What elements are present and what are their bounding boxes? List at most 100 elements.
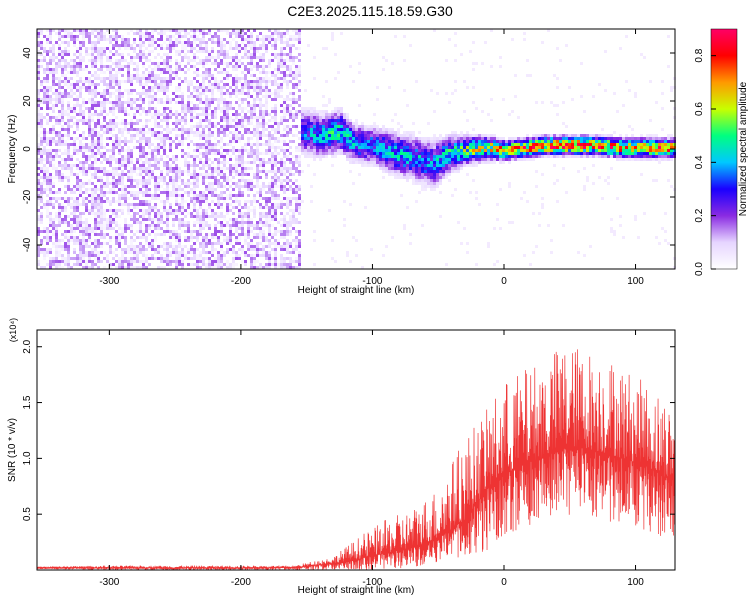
spectrogram-cell — [97, 146, 100, 149]
spectrogram-cell — [298, 209, 301, 212]
spectrogram-cell — [58, 101, 61, 104]
spectrogram-cell — [103, 71, 106, 74]
spectrogram-cell — [286, 74, 289, 77]
spectrogram-cell — [85, 161, 88, 164]
spectrogram-cell — [190, 128, 193, 131]
spectrogram-cell — [103, 194, 106, 197]
spectrogram-cell — [217, 158, 220, 161]
spectrogram-cell — [238, 47, 241, 50]
spectrogram-cell — [253, 263, 256, 266]
spectrogram-cell — [46, 179, 49, 182]
spectrogram-cell — [52, 86, 55, 89]
spectrogram-cell — [361, 152, 364, 155]
spectrogram-cell — [256, 143, 259, 146]
spectrogram-cell — [118, 149, 121, 152]
spectrogram-cell — [58, 47, 61, 50]
spectrogram-cell — [241, 185, 244, 188]
spectrogram-cell — [88, 179, 91, 182]
spectrogram-cell — [253, 89, 256, 92]
spectrogram-cell — [187, 80, 190, 83]
spectrogram-cell — [91, 251, 94, 254]
spectrogram-cell — [370, 149, 373, 152]
spectrogram-cell — [328, 122, 331, 125]
spectrogram-cell — [55, 122, 58, 125]
spectrogram-cell — [82, 212, 85, 215]
spectrogram-cell — [163, 41, 166, 44]
spectrogram-cell — [130, 236, 133, 239]
spectrogram-cell — [349, 125, 352, 128]
spectrogram-cell — [346, 119, 349, 122]
spectrogram-cell — [49, 191, 52, 194]
spectrogram-cell — [67, 92, 70, 95]
spectrogram-cell — [40, 101, 43, 104]
spectrogram-cell — [250, 209, 253, 212]
spectrogram-cell — [46, 239, 49, 242]
spectrogram-cell — [172, 170, 175, 173]
spectrogram-cell — [301, 149, 304, 152]
spectrogram-cell — [157, 143, 160, 146]
spectrogram-cell — [214, 80, 217, 83]
spectrogram-cell — [268, 206, 271, 209]
spectrogram-cell — [136, 257, 139, 260]
spectrogram-cell — [103, 155, 106, 158]
spectrogram-cell — [103, 38, 106, 41]
spectrogram-cell — [58, 170, 61, 173]
spectrogram-cell — [214, 170, 217, 173]
spectrogram-cell — [85, 119, 88, 122]
spectrogram-cell — [268, 65, 271, 68]
spectrogram-cell — [277, 185, 280, 188]
spectrogram-cell — [142, 179, 145, 182]
spectrogram-cell — [97, 140, 100, 143]
spectrogram-cell — [199, 47, 202, 50]
spectrogram-cell — [355, 134, 358, 137]
spectrogram-cell — [46, 92, 49, 95]
spectrogram-cell — [277, 221, 280, 224]
spectrogram-cell — [139, 107, 142, 110]
spectrogram-cell — [196, 209, 199, 212]
spectrogram-cell — [187, 44, 190, 47]
spectrogram-cell — [259, 188, 262, 191]
spectrogram-cell — [214, 242, 217, 245]
spectrogram-cell — [223, 119, 226, 122]
spectrogram-cell — [358, 62, 361, 65]
spectrogram-cell — [286, 233, 289, 236]
spectrogram-cell — [286, 179, 289, 182]
spectrogram-cell — [358, 155, 361, 158]
spectrogram-cell — [70, 77, 73, 80]
spectrogram-cell — [331, 134, 334, 137]
spectrogram-cell — [238, 152, 241, 155]
spectrogram-cell — [58, 191, 61, 194]
spectrogram-cell — [247, 140, 250, 143]
spectrogram-cell — [154, 98, 157, 101]
spectrogram-cell — [37, 53, 40, 56]
spectrogram-cell — [217, 80, 220, 83]
spectrogram-cell — [217, 239, 220, 242]
spectrogram-cell — [97, 257, 100, 260]
spectrogram-cell — [67, 188, 70, 191]
spectrogram-cell — [181, 209, 184, 212]
spectrogram-cell — [181, 260, 184, 263]
spectrogram-cell — [88, 236, 91, 239]
spectrogram-cell — [220, 155, 223, 158]
spectrogram-cell — [91, 263, 94, 266]
spectrogram-cell — [244, 143, 247, 146]
spectrogram-cell — [157, 146, 160, 149]
spectrogram-cell — [205, 95, 208, 98]
spectrogram-cell — [187, 230, 190, 233]
spectrogram-cell — [61, 125, 64, 128]
spectrogram-cell — [49, 140, 52, 143]
spectrogram-cell — [79, 50, 82, 53]
spectrogram-cell — [259, 242, 262, 245]
spectrogram-cell — [193, 224, 196, 227]
spectrogram-cell — [115, 101, 118, 104]
spectrogram-cell — [193, 182, 196, 185]
spectrogram-cell — [205, 161, 208, 164]
spectrogram-cell — [103, 158, 106, 161]
spectrogram-cell — [79, 77, 82, 80]
spectrogram-cell — [193, 200, 196, 203]
spectrogram-cell — [241, 170, 244, 173]
spectrogram-cell — [142, 137, 145, 140]
spectrogram-cell — [160, 155, 163, 158]
spectrogram-cell — [169, 44, 172, 47]
spectrogram-cell — [193, 194, 196, 197]
